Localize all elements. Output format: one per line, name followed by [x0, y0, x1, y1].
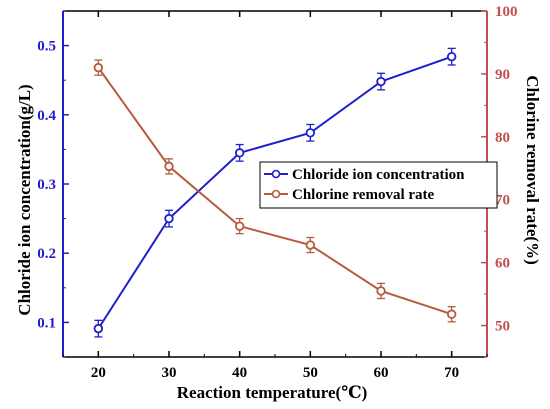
data-point-0: [376, 76, 386, 87]
data-point-0: [234, 148, 245, 158]
x-tick-label: 30: [162, 365, 177, 381]
right-axis-title: Chlorine removal rate(%): [523, 75, 542, 264]
legend: Chloride ion concentration Chlorine remo…: [259, 161, 498, 209]
right-axis-title-text: Chlorine removal rate(%): [523, 75, 542, 264]
x-tick-label: 20: [91, 365, 106, 381]
left-tick-label: 0.3: [37, 177, 56, 193]
left-tick-label: 0.5: [37, 39, 56, 55]
left-tick-label: 0.2: [37, 246, 56, 262]
x-tick-label: 60: [374, 365, 389, 381]
left-axis-title-text: Chloride ion concentration(g/L): [15, 84, 34, 315]
legend-label-chlorine: Chlorine removal rate: [292, 187, 435, 203]
x-axis-title: Reaction temperature(℃): [177, 383, 367, 402]
left-tick-label: 0.4: [37, 108, 56, 124]
right-tick-label: 100: [495, 4, 518, 20]
legend-marker-chloride: [271, 169, 281, 179]
series-line-0: [97, 55, 452, 330]
x-tick-label: 40: [232, 365, 247, 381]
right-tick-label: 90: [495, 67, 510, 83]
right-tick-label: 70: [495, 193, 510, 209]
data-point-1: [376, 286, 386, 296]
data-point-1: [305, 240, 316, 250]
data-point-1: [234, 221, 245, 231]
series-line-1: [97, 67, 452, 316]
x-tick-label: 70: [444, 365, 459, 381]
data-point-1: [93, 62, 104, 73]
x-tick-label: 50: [303, 365, 318, 381]
data-point-0: [164, 213, 174, 224]
data-point-0: [305, 128, 316, 138]
legend-marker-chlorine: [271, 189, 281, 199]
data-point-1: [446, 309, 457, 319]
legend-label-chloride: Chloride ion concentration: [292, 167, 465, 183]
data-point-1: [164, 161, 174, 172]
data-point-0: [446, 51, 457, 62]
plot-layer: 20 30 40 50 60 70 0.1 0.2 0.3 0.4 0.5 50 60 70 80 90 100: [37, 4, 517, 381]
legend-box: [259, 161, 498, 209]
right-tick-label: 50: [495, 319, 510, 335]
data-point-0: [93, 323, 104, 334]
left-tick-label: 0.1: [37, 315, 56, 331]
right-tick-label: 60: [495, 256, 510, 272]
left-axis-title: Chloride ion concentration(g/L): [15, 84, 34, 315]
right-tick-label: 80: [495, 130, 510, 146]
